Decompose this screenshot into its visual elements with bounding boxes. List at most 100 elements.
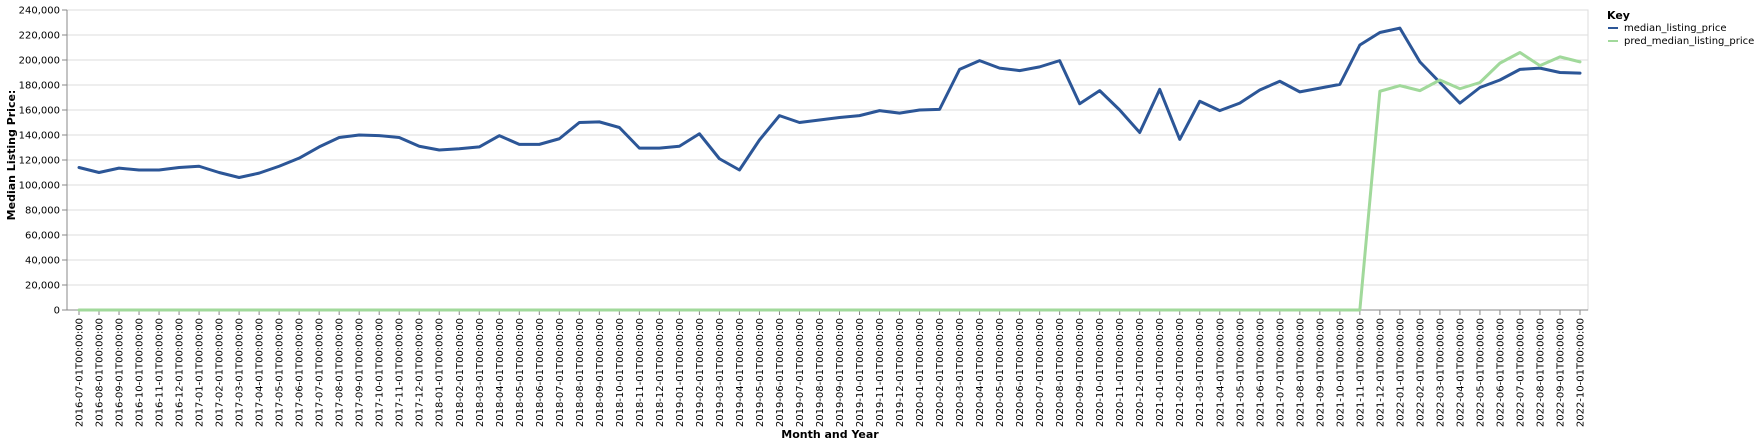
x-tick-label: 2017-02-01T00:00:00 (215, 318, 226, 427)
x-tick-label: 2017-11-01T00:00:00 (395, 318, 406, 427)
x-tick-label: 2017-04-01T00:00:00 (255, 318, 266, 427)
y-tick-label: 120,000 (19, 156, 60, 167)
x-tick-label: 2018-07-01T00:00:00 (555, 318, 566, 427)
x-tick-label: 2019-01-01T00:00:00 (675, 318, 686, 427)
x-tick-label: 2017-01-01T00:00:00 (195, 318, 206, 427)
x-tick-label: 2022-06-01T00:00:00 (1495, 318, 1506, 427)
y-tick-label: 220,000 (19, 31, 60, 42)
x-tick-label: 2019-04-01T00:00:00 (735, 318, 746, 427)
x-tick-label: 2021-11-01T00:00:00 (1355, 318, 1366, 427)
x-tick-label: 2019-03-01T00:00:00 (715, 318, 726, 427)
x-tick-label: 2017-07-01T00:00:00 (315, 318, 326, 427)
x-tick-label: 2022-03-01T00:00:00 (1435, 318, 1446, 427)
x-tick-label: 2022-09-01T00:00:00 (1555, 318, 1566, 427)
x-tick-label: 2018-04-01T00:00:00 (495, 318, 506, 427)
x-tick-label: 2020-05-01T00:00:00 (995, 318, 1006, 427)
x-tick-label: 2018-03-01T00:00:00 (475, 318, 486, 427)
x-tick-label: 2020-07-01T00:00:00 (1035, 318, 1046, 427)
legend-label: median_listing_price (1624, 23, 1727, 34)
x-tick-label: 2017-12-01T00:00:00 (415, 318, 426, 427)
y-tick-label: 60,000 (25, 231, 60, 242)
x-tick-label: 2016-12-01T00:00:00 (175, 318, 186, 427)
x-tick-label: 2020-10-01T00:00:00 (1095, 318, 1106, 427)
x-tick-label: 2017-06-01T00:00:00 (295, 318, 306, 427)
series-line-pred-median-listing-price (77, 51, 1582, 312)
x-tick-label: 2022-08-01T00:00:00 (1535, 318, 1546, 427)
x-tick-label: 2020-12-01T00:00:00 (1135, 318, 1146, 427)
x-tick-label: 2017-09-01T00:00:00 (355, 318, 366, 427)
x-axis-title: Month and Year (781, 428, 879, 441)
x-tick-label: 2020-03-01T00:00:00 (955, 318, 966, 427)
x-tick-label: 2018-08-01T00:00:00 (575, 318, 586, 427)
x-tick-label: 2021-05-01T00:00:00 (1235, 318, 1246, 427)
y-tick-label: 240,000 (19, 6, 60, 17)
x-tick-label: 2019-12-01T00:00:00 (895, 318, 906, 427)
x-tick-label: 2020-06-01T00:00:00 (1015, 318, 1026, 427)
x-tick-label: 2022-04-01T00:00:00 (1455, 318, 1466, 427)
x-tick-label: 2020-09-01T00:00:00 (1075, 318, 1086, 427)
x-tick-label: 2021-04-01T00:00:00 (1215, 318, 1226, 427)
x-tick-label: 2019-09-01T00:00:00 (835, 318, 846, 427)
x-tick-label: 2019-05-01T00:00:00 (755, 318, 766, 427)
x-tick-label: 2019-10-01T00:00:00 (855, 318, 866, 427)
y-tick-label: 100,000 (19, 181, 60, 192)
x-tick-label: 2018-11-01T00:00:00 (635, 318, 646, 427)
x-tick-label: 2017-03-01T00:00:00 (235, 318, 246, 427)
x-tick-label: 2021-06-01T00:00:00 (1255, 318, 1266, 427)
y-tick-label: 200,000 (19, 56, 60, 67)
x-tick-label: 2020-04-01T00:00:00 (975, 318, 986, 427)
legend: Key median_listing_price pred_median_list… (1607, 9, 1754, 47)
x-tick-label: 2019-11-01T00:00:00 (875, 318, 886, 427)
x-tick-label: 2019-07-01T00:00:00 (795, 318, 806, 427)
x-tick-label: 2016-09-01T00:00:00 (115, 318, 126, 427)
y-axis: 0 20,000 40,000 60,000 80,000 100,000 120,000 1… (19, 6, 68, 317)
y-tick-label: 180,000 (19, 81, 60, 92)
x-tick-label: 2022-05-01T00:00:00 (1475, 318, 1486, 427)
x-tick-label: 2019-08-01T00:00:00 (815, 318, 826, 427)
legend-title: Key (1607, 9, 1630, 22)
y-tick-label: 140,000 (19, 131, 60, 142)
x-tick-label: 2017-08-01T00:00:00 (335, 318, 346, 427)
x-tick-label: 2018-06-01T00:00:00 (535, 318, 546, 427)
y-tick-label: 160,000 (19, 106, 60, 117)
x-tick-label: 2017-10-01T00:00:00 (375, 318, 386, 427)
legend-label: pred_median_listing_price (1624, 36, 1754, 47)
x-tick-label: 2022-02-01T00:00:00 (1415, 318, 1426, 427)
x-tick-label: 2018-09-01T00:00:00 (595, 318, 606, 427)
x-tick-label: 2020-08-01T00:00:00 (1055, 318, 1066, 427)
x-tick-label: 2022-10-01T00:00:00 (1576, 318, 1587, 427)
x-tick-label: 2016-07-01T00:00:00 (75, 318, 86, 427)
x-tick-label: 2019-06-01T00:00:00 (775, 318, 786, 427)
x-tick-label: 2018-02-01T00:00:00 (455, 318, 466, 427)
y-tick-label: 20,000 (25, 281, 60, 292)
x-tick-label: 2020-02-01T00:00:00 (935, 318, 946, 427)
x-tick-label: 2021-12-01T00:00:00 (1375, 318, 1386, 427)
x-tick-label: 2022-01-01T00:00:00 (1395, 318, 1406, 427)
x-tick-label: 2021-07-01T00:00:00 (1275, 318, 1286, 427)
x-tick-label: 2021-02-01T00:00:00 (1175, 318, 1186, 427)
x-tick-label: 2018-12-01T00:00:00 (655, 318, 666, 427)
y-axis-title: Median Listing Price: (5, 90, 18, 221)
y-tick-label: 40,000 (25, 256, 60, 267)
x-tick-label: 2021-09-01T00:00:00 (1315, 318, 1326, 427)
x-tick-label: 2016-08-01T00:00:00 (95, 318, 106, 427)
x-axis: 2016-07-01T00:00:00 2016-08-01T00:00:00 20… (67, 309, 1588, 427)
x-tick-label: 2018-05-01T00:00:00 (515, 318, 526, 427)
x-tick-label: 2021-03-01T00:00:00 (1195, 318, 1206, 427)
x-tick-label: 2021-08-01T00:00:00 (1295, 318, 1306, 427)
x-tick-label: 2019-02-01T00:00:00 (695, 318, 706, 427)
series-lines (77, 26, 1582, 312)
x-tick-label: 2017-05-01T00:00:00 (275, 318, 286, 427)
x-tick-label: 2016-10-01T00:00:00 (135, 318, 146, 427)
x-tick-label: 2020-11-01T00:00:00 (1115, 318, 1126, 427)
y-tick-label: 0 (54, 306, 60, 317)
x-tick-label: 2022-07-01T00:00:00 (1515, 318, 1526, 427)
x-tick-label: 2016-11-01T00:00:00 (155, 318, 166, 427)
series-line-median-listing-price (77, 26, 1582, 179)
x-tick-label: 2021-10-01T00:00:00 (1335, 318, 1346, 427)
x-tick-label: 2021-01-01T00:00:00 (1155, 318, 1166, 427)
x-tick-label: 2020-01-01T00:00:00 (915, 318, 926, 427)
x-tick-label: 2018-10-01T00:00:00 (615, 318, 626, 427)
